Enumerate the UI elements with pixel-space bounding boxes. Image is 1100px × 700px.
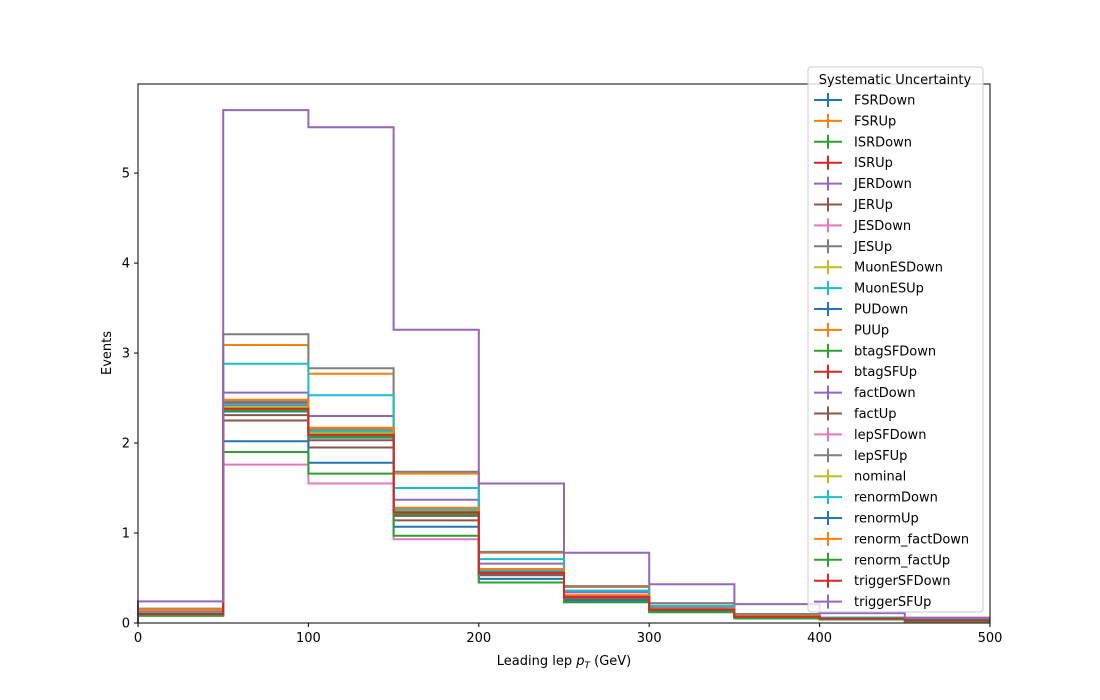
x-tick-label: 0 <box>134 631 142 646</box>
legend-label: factUp <box>854 407 897 422</box>
x-tick-label: 500 <box>978 631 1003 646</box>
legend: Systematic Uncertainty FSRDown FSRUp ISRDo… <box>807 66 984 613</box>
legend-entry-fsrdown: FSRDown <box>814 93 915 109</box>
legend-entry-lepsfdown: lepSFDown <box>814 427 926 443</box>
y-tick-label: 4 <box>122 257 130 272</box>
legend-entry-renormdown: renormDown <box>814 490 938 506</box>
legend-entry-isrdown: ISRDown <box>814 134 912 150</box>
legend-entry-factdown: factDown <box>814 385 916 401</box>
legend-label: lepSFUp <box>854 449 907 464</box>
legend-entry-lepsfup: lepSFUp <box>814 448 907 464</box>
legend-entry-triggersfup: triggerSFUp <box>814 594 931 610</box>
legend-label: JESUp <box>853 240 892 255</box>
legend-label: renorm_factDown <box>854 532 969 547</box>
legend-label: btagSFUp <box>854 365 917 380</box>
series-line-triggersfdown <box>137 407 990 623</box>
legend-entry-isrup: ISRUp <box>814 155 893 171</box>
legend-label: triggerSFDown <box>854 574 950 589</box>
legend-label: JERDown <box>853 177 912 192</box>
legend-label: JESDown <box>853 219 911 234</box>
legend-label: PUUp <box>854 323 889 338</box>
legend-entry-btagsfup: btagSFUp <box>814 364 917 380</box>
legend-label: MuonESDown <box>854 261 943 276</box>
legend-label: btagSFDown <box>854 344 936 359</box>
legend-label: MuonESUp <box>854 282 924 297</box>
legend-entry-muonesup: MuonESUp <box>814 281 924 297</box>
legend-label: factDown <box>854 386 916 401</box>
legend-entry-jesup: JESUp <box>814 239 892 255</box>
legend-label: ISRUp <box>854 156 893 171</box>
legend-entry-jerdown: JERDown <box>814 176 912 192</box>
legend-entry-factup: factUp <box>814 406 897 422</box>
legend-label: renorm_factUp <box>854 553 950 568</box>
x-axis-label: Leading lep pT (GeV) <box>497 654 631 671</box>
legend-label: FSRUp <box>854 114 896 129</box>
legend-entry-puup: PUUp <box>814 322 889 338</box>
legend-entry-renorm-factup: renorm_factUp <box>814 552 950 568</box>
legend-title: Systematic Uncertainty <box>819 73 972 88</box>
legend-label: ISRDown <box>854 135 912 150</box>
legend-entry-btagsfdown: btagSFDown <box>814 343 936 359</box>
y-tick-label: 2 <box>122 437 130 452</box>
ticks-layer: 0 100 200 300 400 500 0 1 2 3 4 5 <box>122 167 1003 646</box>
y-tick-label: 3 <box>122 347 130 362</box>
y-tick-label: 0 <box>122 617 130 632</box>
legend-entry-jesdown: JESDown <box>814 218 911 234</box>
legend-box <box>807 66 984 613</box>
legend-label: FSRDown <box>854 94 915 109</box>
legend-entry-renormup: renormUp <box>814 511 919 527</box>
x-tick-label: 300 <box>637 631 662 646</box>
legend-entry-renorm-factdown: renorm_factDown <box>814 531 969 547</box>
legend-label: lepSFDown <box>854 428 926 443</box>
legend-entry-muonesdown: MuonESDown <box>814 260 943 276</box>
y-axis-label: Events <box>100 331 115 375</box>
legend-entry-fsrup: FSRUp <box>814 113 896 129</box>
legend-label: triggerSFUp <box>854 595 931 610</box>
series-layer <box>137 109 990 623</box>
legend-label: nominal <box>854 470 906 485</box>
x-tick-label: 100 <box>296 631 321 646</box>
legend-label: PUDown <box>854 303 908 318</box>
legend-entry-jerup: JERUp <box>814 197 893 213</box>
legend-entry-pudown: PUDown <box>814 302 908 318</box>
legend-entry-nominal: nominal <box>814 469 906 485</box>
y-tick-label: 5 <box>122 167 130 182</box>
legend-label: renormUp <box>854 512 919 527</box>
y-tick-label: 1 <box>122 527 130 542</box>
x-tick-label: 400 <box>807 631 832 646</box>
x-tick-label: 200 <box>466 631 491 646</box>
legend-label: renormDown <box>854 491 938 506</box>
legend-label: JERUp <box>853 198 893 213</box>
legend-entry-triggersfdown: triggerSFDown <box>814 573 950 589</box>
legend-entries: FSRDown FSRUp ISRDown ISRUp JERDown JERUp JESD… <box>814 93 969 610</box>
